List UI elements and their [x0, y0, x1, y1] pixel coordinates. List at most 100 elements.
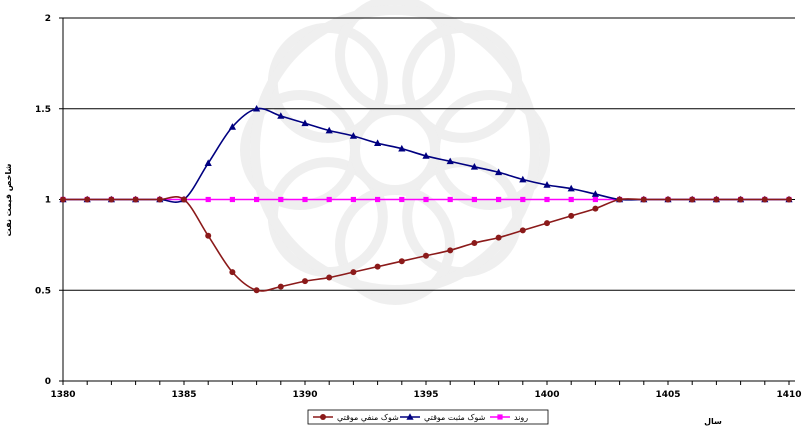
data-point — [495, 168, 503, 176]
data-point — [181, 196, 187, 203]
data-point — [350, 196, 356, 203]
watermark-center — [350, 105, 440, 195]
data-point — [495, 234, 502, 241]
data-point — [737, 196, 744, 203]
legend-label: روند — [514, 413, 528, 422]
data-point — [446, 157, 454, 165]
data-point — [374, 263, 381, 270]
data-point — [253, 287, 260, 294]
data-point — [567, 184, 575, 192]
y-tick-label: 1 — [45, 196, 51, 206]
x-tick-label: 1380 — [50, 390, 75, 400]
data-point — [326, 274, 333, 281]
data-point — [399, 196, 405, 203]
data-point — [326, 196, 332, 203]
data-point — [254, 196, 260, 203]
data-point — [301, 119, 309, 127]
y-tick-label: 0.5 — [35, 286, 51, 296]
data-point — [277, 112, 285, 119]
data-point — [60, 196, 66, 203]
data-point — [786, 196, 792, 203]
watermark-petal — [430, 90, 550, 210]
data-point — [520, 196, 526, 203]
watermark-petal — [267, 22, 388, 143]
data-point — [253, 104, 261, 112]
watermark-petal — [402, 22, 523, 143]
data-point — [229, 269, 236, 276]
data-point — [568, 212, 575, 219]
watermark-petal — [402, 157, 523, 278]
legend-swatch-marker — [320, 414, 326, 420]
data-point — [205, 232, 212, 239]
data-point — [616, 196, 623, 203]
data-point — [302, 196, 308, 203]
legend-box — [307, 409, 549, 425]
data-point — [470, 163, 478, 170]
data-point — [689, 196, 696, 203]
data-point — [205, 196, 211, 203]
data-point — [349, 132, 357, 139]
y-axis-label: شاخص قیمت نفت — [4, 164, 14, 237]
x-tick-labels: 1380 1385 1390 1395 1400 1405 1410 — [50, 390, 801, 400]
data-point — [204, 159, 212, 166]
data-point — [591, 190, 599, 197]
series-3 — [60, 196, 792, 294]
x-tick-label: 1405 — [655, 390, 680, 400]
y-tick-labels: 0 0.5 1 1.5 2 — [35, 14, 51, 387]
data-point — [761, 196, 768, 203]
watermark-petal — [240, 90, 360, 210]
watermark-emblem — [240, 0, 550, 305]
x-tick-label: 1395 — [413, 390, 438, 400]
data-point — [713, 196, 720, 203]
data-point — [447, 247, 454, 254]
data-point — [229, 196, 235, 203]
legend-swatch-marker — [497, 414, 503, 420]
legend-label: شوک مثبت موقتي — [424, 413, 486, 422]
data-point — [277, 283, 284, 290]
data-point — [568, 196, 574, 203]
watermark-ring — [250, 5, 540, 295]
data-point — [132, 196, 139, 203]
y-tick-label: 2 — [45, 14, 51, 24]
data-point — [544, 196, 550, 203]
x-tick-label: 1390 — [292, 390, 317, 400]
data-point — [496, 196, 502, 203]
y-tick-label: 0 — [45, 377, 51, 387]
data-point — [423, 196, 429, 203]
data-point — [350, 269, 357, 276]
watermark-petal — [267, 157, 388, 278]
data-point — [447, 196, 453, 203]
data-point — [519, 227, 526, 234]
series-line — [62, 196, 789, 292]
data-point — [471, 196, 477, 203]
data-point — [374, 139, 382, 147]
y-tick-label: 1.5 — [35, 105, 51, 115]
watermark-petal — [335, 0, 455, 115]
data-point — [471, 240, 478, 247]
data-point — [640, 196, 647, 203]
data-point — [325, 126, 333, 134]
data-point — [278, 196, 284, 203]
data-point — [544, 220, 550, 227]
data-point — [156, 196, 163, 203]
x-tick-label: 1400 — [534, 390, 559, 400]
gridlines — [63, 17, 795, 291]
legend-label: شوک منفي موقتي — [337, 413, 399, 422]
data-point — [108, 196, 115, 203]
data-point — [228, 123, 236, 130]
legend-swatch-marker — [406, 413, 414, 420]
series-group — [59, 104, 793, 294]
data-point — [665, 196, 671, 203]
x-tick-label: 1410 — [776, 390, 801, 400]
data-point — [302, 278, 308, 285]
legend: شوک منفي موقتي شوک مثبت موقتي روند — [307, 409, 549, 425]
x-axis-label: سال — [704, 417, 722, 426]
x-tick-label: 1385 — [171, 390, 196, 400]
data-point — [543, 181, 551, 188]
data-point — [592, 205, 599, 212]
data-point — [398, 144, 406, 152]
data-point — [592, 196, 598, 203]
data-point — [519, 175, 527, 183]
watermark-petal — [335, 185, 455, 305]
